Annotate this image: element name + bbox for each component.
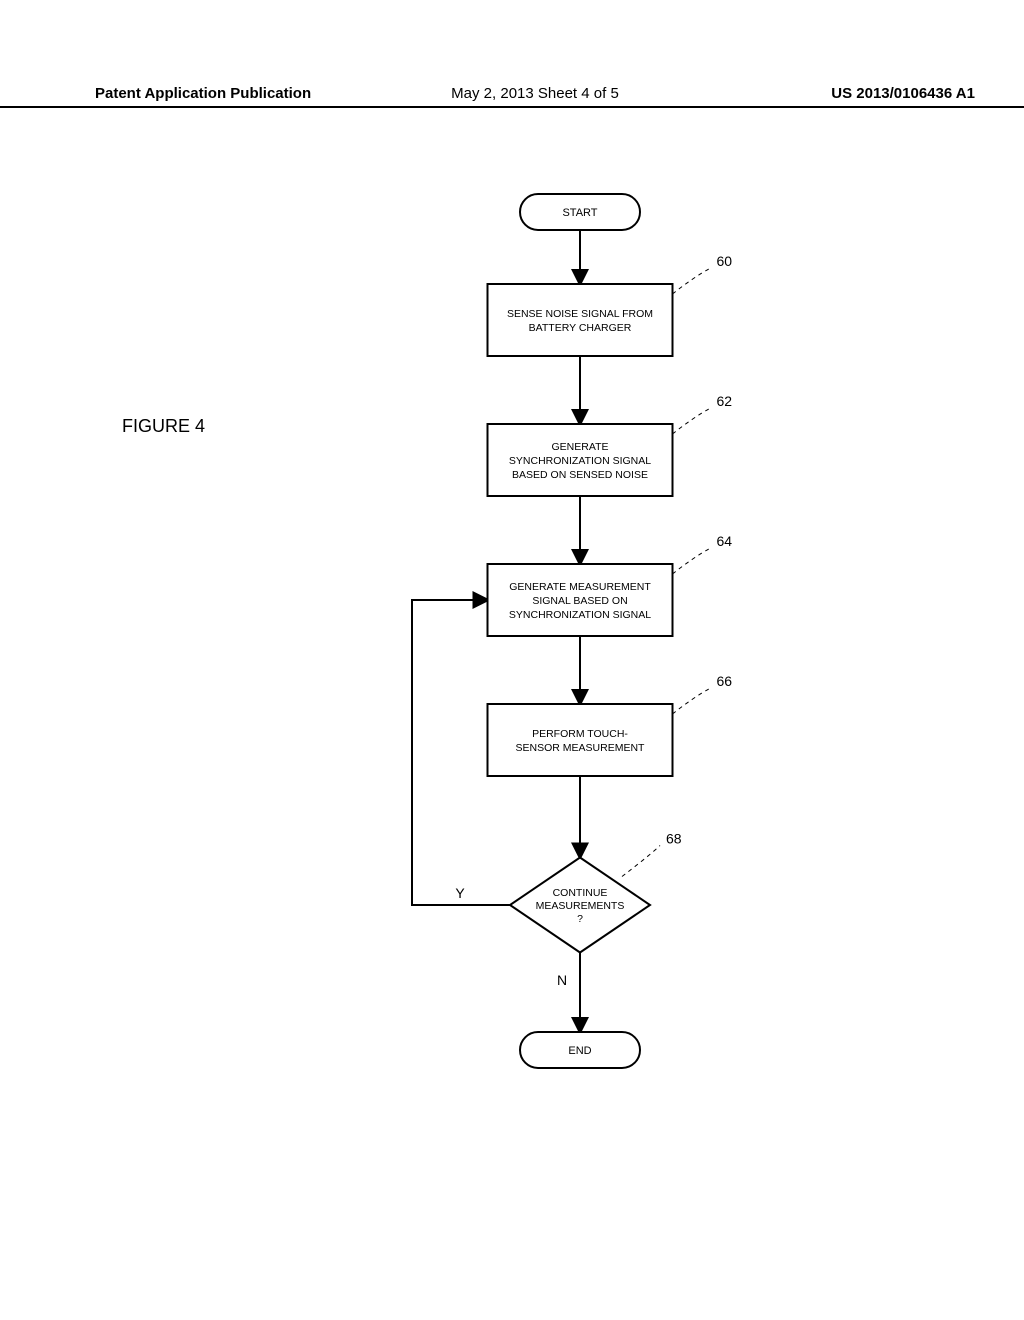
svg-text:END: END [568,1045,591,1057]
svg-text:?: ? [577,913,583,925]
svg-text:Y: Y [455,885,465,901]
page: Patent Application Publication May 2, 20… [0,0,1024,1320]
svg-text:START: START [562,207,597,219]
svg-text:SENSE NOISE SIGNAL FROM: SENSE NOISE SIGNAL FROM [507,308,653,320]
svg-text:CONTINUE: CONTINUE [553,887,608,899]
svg-text:BATTERY CHARGER: BATTERY CHARGER [529,322,632,334]
svg-text:66: 66 [717,673,733,689]
svg-text:60: 60 [717,253,733,269]
svg-text:SYNCHRONIZATION SIGNAL: SYNCHRONIZATION SIGNAL [509,609,651,621]
svg-text:N: N [557,972,567,988]
svg-text:BASED ON SENSED NOISE: BASED ON SENSED NOISE [512,469,648,481]
flowchart-svg: N Y START SENSE NOISE SIGNAL FROM BATTERY CH… [0,0,1024,1320]
svg-text:SENSOR MEASUREMENT: SENSOR MEASUREMENT [516,742,646,754]
svg-text:64: 64 [717,533,733,549]
svg-text:SYNCHRONIZATION SIGNAL: SYNCHRONIZATION SIGNAL [509,455,651,467]
svg-text:SIGNAL BASED ON: SIGNAL BASED ON [532,595,627,607]
svg-text:PERFORM TOUCH-: PERFORM TOUCH- [532,728,628,740]
svg-text:MEASUREMENTS: MEASUREMENTS [536,900,625,912]
svg-text:GENERATE MEASUREMENT: GENERATE MEASUREMENT [509,581,651,593]
svg-text:68: 68 [666,831,682,847]
svg-text:62: 62 [717,393,733,409]
svg-text:GENERATE: GENERATE [552,441,609,453]
